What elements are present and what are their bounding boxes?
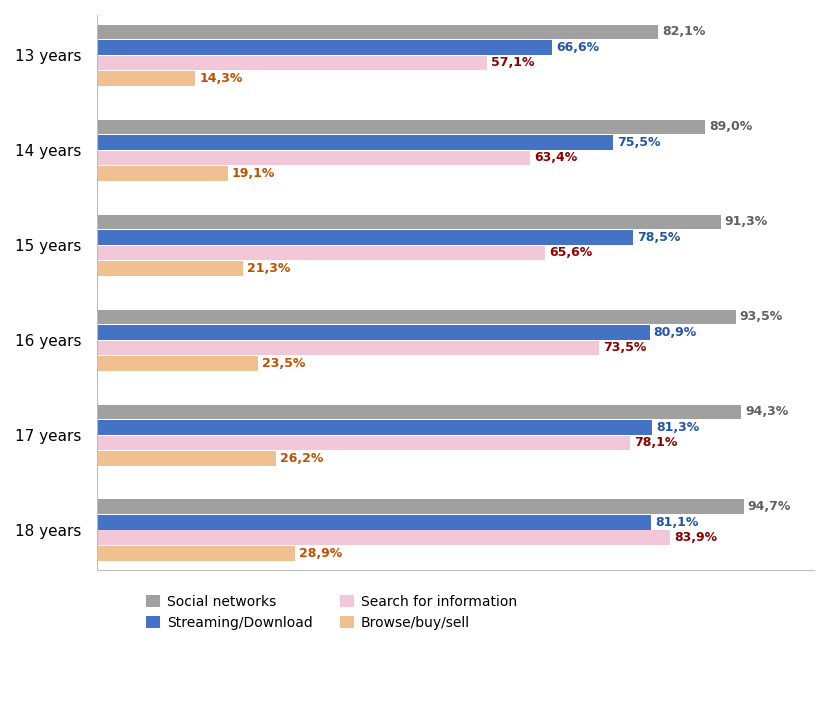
Text: 81,1%: 81,1% xyxy=(654,516,697,529)
Bar xyxy=(98,310,734,324)
Bar xyxy=(98,215,720,229)
Bar xyxy=(98,531,669,545)
Bar xyxy=(98,515,650,530)
Text: 26,2%: 26,2% xyxy=(280,452,324,465)
Text: 63,4%: 63,4% xyxy=(533,151,577,164)
Legend: Social networks, Streaming/Download, Search for information, Browse/buy/sell: Social networks, Streaming/Download, Sea… xyxy=(140,589,522,635)
Text: 28,9%: 28,9% xyxy=(298,547,342,560)
Bar xyxy=(98,246,545,260)
Text: 94,7%: 94,7% xyxy=(747,501,790,513)
Bar xyxy=(98,546,294,560)
Bar xyxy=(98,166,228,181)
Text: 81,3%: 81,3% xyxy=(656,421,699,434)
Text: 21,3%: 21,3% xyxy=(247,262,290,275)
Text: 80,9%: 80,9% xyxy=(652,326,696,339)
Bar xyxy=(98,56,487,70)
Text: 83,9%: 83,9% xyxy=(673,531,716,544)
Bar xyxy=(98,151,529,165)
Text: 78,1%: 78,1% xyxy=(633,436,677,449)
Text: 94,3%: 94,3% xyxy=(744,406,787,418)
Bar xyxy=(98,25,657,39)
Text: 66,6%: 66,6% xyxy=(556,41,599,54)
Text: 14,3%: 14,3% xyxy=(199,72,243,85)
Bar xyxy=(98,325,649,340)
Text: 23,5%: 23,5% xyxy=(262,357,305,370)
Bar xyxy=(98,420,652,435)
Text: 73,5%: 73,5% xyxy=(603,341,646,354)
Text: 75,5%: 75,5% xyxy=(616,136,659,149)
Text: 19,1%: 19,1% xyxy=(232,167,275,180)
Bar xyxy=(98,40,551,55)
Bar xyxy=(98,135,612,150)
Bar xyxy=(98,261,243,276)
Bar xyxy=(98,341,599,355)
Bar xyxy=(98,451,276,466)
Bar xyxy=(98,71,195,86)
Bar xyxy=(98,356,258,371)
Text: 65,6%: 65,6% xyxy=(549,246,592,259)
Bar xyxy=(98,120,704,134)
Text: 78,5%: 78,5% xyxy=(637,231,680,244)
Bar xyxy=(98,230,633,245)
Bar xyxy=(98,436,629,450)
Text: 89,0%: 89,0% xyxy=(708,121,751,134)
Text: 57,1%: 57,1% xyxy=(491,56,534,69)
Bar xyxy=(98,405,740,419)
Text: 91,3%: 91,3% xyxy=(724,216,767,228)
Bar xyxy=(98,500,743,514)
Text: 82,1%: 82,1% xyxy=(661,26,705,39)
Text: 93,5%: 93,5% xyxy=(739,311,782,323)
